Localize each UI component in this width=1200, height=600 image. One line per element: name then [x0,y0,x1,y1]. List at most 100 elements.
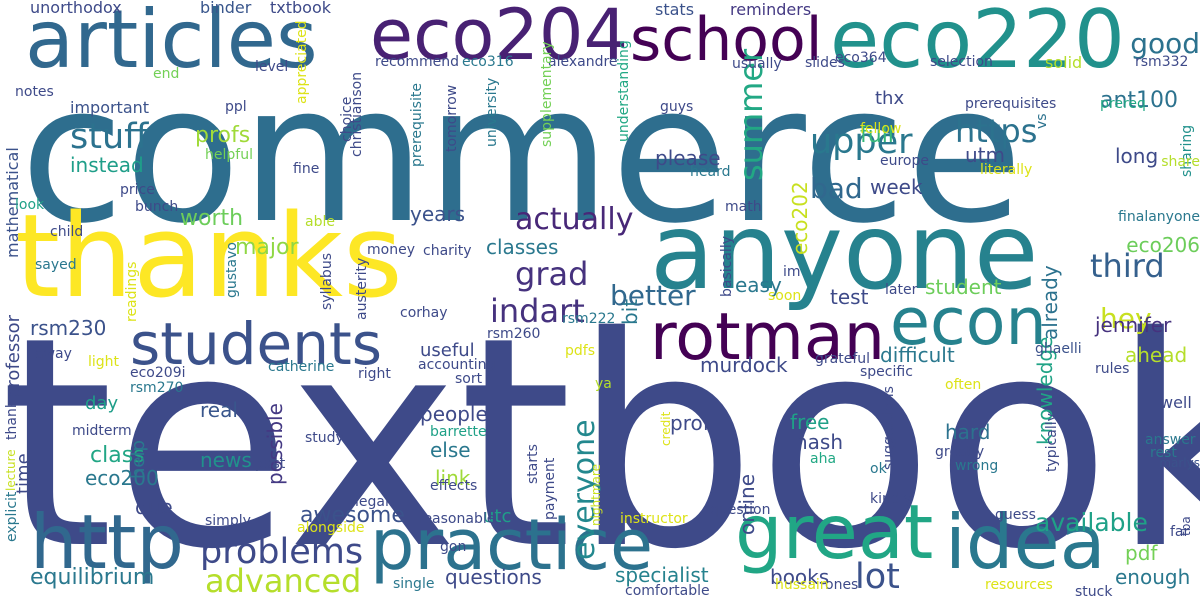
word-effects: effects [430,478,478,494]
word-lecture: lecture [4,449,18,491]
word-ppl: ppl [225,99,247,115]
word-prerequisite: prerequisite [409,83,425,167]
word-legal: legal [355,494,389,510]
word-equilibrium: equilibrium [30,565,155,590]
word-thank: thank [4,400,20,440]
word-easy: easy [735,273,782,297]
word-txtbook: txtbook [270,0,332,17]
word-articles: articles [25,0,318,86]
word-problems: problems [200,532,364,572]
word-recommend: recommend [375,54,459,70]
word-share: share [1161,154,1200,170]
word-specialist: specialist [615,563,709,587]
word-eco202: eco202 [788,181,812,255]
word-hussain: hussain [775,577,829,593]
word-price: price [120,182,155,198]
word-reasonable: reasonable [418,511,496,527]
word-fine: fine [293,161,320,177]
word-slides: slides [805,55,845,71]
word-school: school [630,5,823,75]
word-literally: literally [980,162,1033,178]
word-available: available [1035,508,1148,537]
word-class: class [90,443,145,468]
word-austerity: austerity [354,257,370,320]
word-real: real [200,398,238,422]
word-prerequisites: prerequisites [965,96,1057,112]
word-christianson: christianson [349,71,365,157]
word-alexandre: alexandre [548,54,618,70]
word-europe: europe [880,153,929,169]
word-rsm230: rsm230 [30,316,107,340]
word-bad: bad [810,172,863,205]
word-enough: enough [1115,565,1191,589]
word-rest: rest [1150,445,1177,461]
word-soon: soon [768,288,802,304]
word-rotman: rotman [650,300,885,375]
word-comfortable: comfortable [625,583,710,599]
word-math: math [725,199,762,215]
word-eco364: eco364 [835,50,887,66]
word-rules: rules [1095,361,1130,377]
word-midterm: midterm [72,423,132,439]
word-binder: binder [200,0,252,17]
word-grad: grad [515,255,589,293]
word-appreciated: appreciated [294,20,310,104]
word-professor: professor [3,314,24,399]
word-help: help [128,440,149,479]
word-payment: payment [542,457,558,520]
word-bit: bit [618,298,642,325]
word-students: students [130,310,382,378]
word-important: important [70,98,150,117]
word-possible: possible [263,403,287,485]
word-sort: sort [455,371,483,387]
word-past: past [255,456,286,472]
word-ghaelli: ghaelli [1035,341,1082,357]
word-questions: questions [445,565,542,589]
word-readings: readings [124,261,140,322]
word-classes: classes [486,235,559,259]
word-child: child [50,224,84,240]
word-already: already [1038,265,1062,340]
word-university: university [484,77,500,147]
word-typically: typically [1044,413,1060,472]
word-ya: ya [595,376,612,392]
word-please: please [655,146,721,170]
word-news: news [200,448,252,472]
word-level: level [255,59,289,75]
word-full: full [860,123,894,148]
word-gustavo: gustavo [224,242,240,298]
word-long: long [1115,144,1159,168]
word-major: major [235,235,299,260]
word-eco200: eco200 [85,466,159,490]
word-specific: specific [860,364,913,380]
word-credit: credit [659,411,673,446]
word-light: light [88,354,120,370]
word-pdfs: pdfs [565,343,595,359]
word-accounting: accounting [418,357,496,373]
word-stuff: stuff [70,117,149,157]
word-charity: charity [423,243,472,259]
word-basically: basically [719,236,735,297]
word-great: great [735,488,934,576]
word-day: day [85,393,119,414]
word-away: away [35,346,72,362]
word-rsm260: rsm260 [487,326,541,342]
word-rsm222: rsm222 [562,311,616,327]
word-rsm332: rsm332 [1135,54,1189,70]
word-link: link [435,466,471,490]
word-stats: stats [655,0,695,19]
word-wrong: wrong [955,458,999,474]
word-sayed: sayed [35,257,77,273]
word-barrette: barrette [430,424,487,440]
word-im: im [783,264,801,280]
word-gon: gon [440,539,467,555]
word-finalanyone: finalanyone [1118,209,1200,225]
word-third: third [1090,247,1165,285]
word-reminders: reminders [730,0,812,19]
word-supplementary: supplementary [539,41,555,147]
word-tomorrow: tomorrow [444,84,460,152]
word-notes: notes [15,84,54,100]
word-eco204: eco204 [370,0,628,76]
word-useful: useful [420,340,475,361]
word-marlys: marlys [1159,456,1200,470]
